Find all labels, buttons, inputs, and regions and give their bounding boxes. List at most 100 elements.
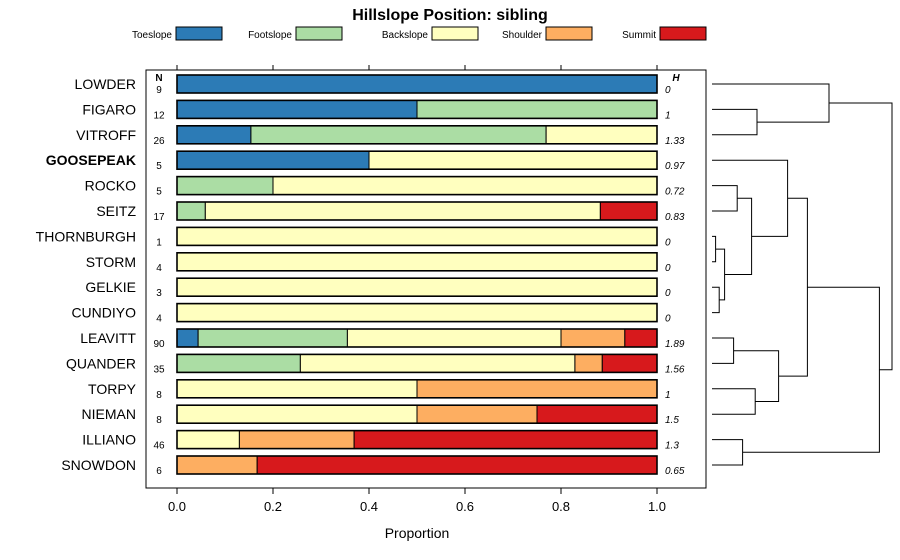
bar-torpy-shoulder bbox=[416, 379, 658, 399]
dendro-link-9 bbox=[712, 388, 756, 415]
x-tick-label-3: 0.6 bbox=[456, 499, 474, 514]
h-value-cundiyo: 0 bbox=[665, 314, 671, 325]
bar-figaro-toeslope bbox=[176, 99, 418, 119]
n-value-torpy: 8 bbox=[156, 390, 162, 401]
h-value-figaro: 1 bbox=[665, 110, 671, 121]
bar-outline-rocko bbox=[176, 175, 658, 196]
dendro-link-6 bbox=[724, 197, 753, 275]
x-axis: 0.0 0.2 0.4 0.6 0.8 1.0 bbox=[168, 65, 666, 514]
bar-quander-backslope bbox=[299, 353, 576, 373]
row-label-rocko: ROCKO bbox=[85, 178, 136, 194]
bar-leavitt-backslope bbox=[346, 328, 562, 348]
row-illiano: ILLIANO 46 1.3 bbox=[82, 429, 679, 452]
row-label-nieman: NIEMAN bbox=[82, 406, 136, 422]
h-value-gelkie: 0 bbox=[665, 288, 671, 299]
bar-outline-nieman bbox=[176, 404, 658, 425]
dendro-link-11 bbox=[778, 197, 808, 377]
bar-leavitt-summit bbox=[624, 328, 658, 348]
bar-rocko-footslope bbox=[176, 176, 274, 196]
dendro-link-0 bbox=[712, 108, 758, 136]
row-label-illiano: ILLIANO bbox=[82, 432, 136, 448]
bar-nieman-shoulder bbox=[416, 404, 538, 424]
n-value-illiano: 46 bbox=[153, 441, 165, 452]
x-axis-title: Proportion bbox=[385, 525, 450, 541]
bar-quander-shoulder bbox=[574, 353, 603, 373]
bar-quander-footslope bbox=[176, 353, 301, 373]
x-tick-label-4: 0.8 bbox=[552, 499, 570, 514]
dendrogram bbox=[712, 83, 893, 466]
plot-frame bbox=[145, 69, 707, 489]
h-value-quander: 1.56 bbox=[665, 364, 685, 375]
bar-outline-illiano bbox=[176, 429, 658, 450]
n-value-snowdon: 6 bbox=[156, 466, 162, 477]
legend-label-footslope: Footslope bbox=[248, 30, 292, 41]
h-value-torpy: 1 bbox=[665, 390, 671, 401]
dendro-link-2 bbox=[712, 235, 717, 263]
row-label-vitroff: VITROFF bbox=[76, 127, 136, 143]
bar-outline-leavitt bbox=[176, 328, 658, 348]
dendro-link-1 bbox=[712, 83, 830, 123]
bar-leavitt-shoulder bbox=[560, 328, 626, 348]
bar-outline-quander bbox=[176, 353, 658, 374]
row-rocko: ROCKO 5 0.72 bbox=[85, 175, 685, 198]
h-value-storm: 0 bbox=[665, 263, 671, 274]
row-thornburgh: THORNBURGH 1 0 bbox=[36, 226, 671, 248]
row-cundiyo: CUNDIYO 4 0 bbox=[71, 302, 671, 325]
bar-vitroff-backslope bbox=[545, 125, 658, 145]
bar-outline-cundiyo bbox=[176, 302, 658, 323]
bar-leavitt-toeslope bbox=[176, 328, 199, 348]
n-value-thornburgh: 1 bbox=[156, 237, 162, 248]
bar-figaro-footslope bbox=[416, 99, 658, 119]
bar-outline-seitz bbox=[176, 201, 658, 221]
bar-illiano-backslope bbox=[176, 430, 240, 450]
bar-outline-goosepeak bbox=[176, 150, 658, 170]
h-value-goosepeak: 0.97 bbox=[665, 161, 685, 172]
x-tick-label-5: 1.0 bbox=[648, 499, 666, 514]
row-label-figaro: FIGARO bbox=[82, 101, 136, 117]
h-value-lowder: 0 bbox=[665, 85, 671, 96]
bar-nieman-backslope bbox=[176, 404, 418, 424]
bar-outline-figaro bbox=[176, 99, 658, 120]
legend: Toeslope Footslope Backslope Shoulder Summit bbox=[132, 26, 707, 41]
chart-title: Hillslope Position: sibling bbox=[352, 7, 548, 24]
bar-quander-summit bbox=[601, 353, 658, 373]
dendro-link-4 bbox=[715, 248, 726, 301]
dendro-link-10 bbox=[733, 350, 780, 402]
bar-seitz-summit bbox=[599, 201, 658, 221]
bar-vitroff-toeslope bbox=[176, 125, 252, 145]
n-value-nieman: 8 bbox=[156, 415, 162, 426]
row-label-snowdon: SNOWDON bbox=[61, 457, 136, 473]
dendro-link-8 bbox=[712, 337, 735, 364]
n-value-lowder: 9 bbox=[156, 85, 162, 96]
x-tick-label-2: 0.4 bbox=[360, 499, 378, 514]
dendro-link-14 bbox=[829, 102, 893, 371]
bar-seitz-footslope bbox=[176, 201, 206, 221]
legend-swatch-footslope bbox=[295, 26, 343, 41]
h-value-snowdon: 0.65 bbox=[665, 466, 685, 477]
bar-outline-gelkie bbox=[176, 277, 658, 298]
n-value-figaro: 12 bbox=[153, 110, 165, 121]
n-value-goosepeak: 5 bbox=[156, 161, 162, 172]
dendro-link-13 bbox=[742, 286, 880, 453]
row-gelkie: GELKIE 3 0 bbox=[85, 277, 671, 299]
bar-illiano-summit bbox=[353, 430, 658, 450]
row-goosepeak: GOOSEPEAK 5 0.97 bbox=[46, 150, 685, 172]
bar-outline-storm bbox=[176, 252, 658, 272]
row-label-quander: QUANDER bbox=[66, 355, 136, 371]
h-value-thornburgh: 0 bbox=[665, 237, 671, 248]
bar-goosepeak-backslope bbox=[368, 150, 658, 170]
bar-outline-lowder bbox=[176, 74, 658, 94]
row-label-storm: STORM bbox=[86, 254, 136, 270]
row-storm: STORM 4 0 bbox=[86, 252, 671, 274]
h-value-seitz: 0.83 bbox=[665, 212, 685, 223]
legend-swatch-summit bbox=[659, 26, 707, 41]
n-value-leavitt: 90 bbox=[153, 339, 165, 350]
bar-cundiyo-backslope bbox=[176, 303, 658, 323]
legend-label-shoulder: Shoulder bbox=[502, 30, 543, 41]
legend-label-toeslope: Toeslope bbox=[132, 30, 172, 41]
n-column-header: N bbox=[155, 73, 162, 84]
row-lowder: LOWDER 9 0 bbox=[75, 74, 671, 96]
row-label-goosepeak: GOOSEPEAK bbox=[46, 152, 136, 168]
